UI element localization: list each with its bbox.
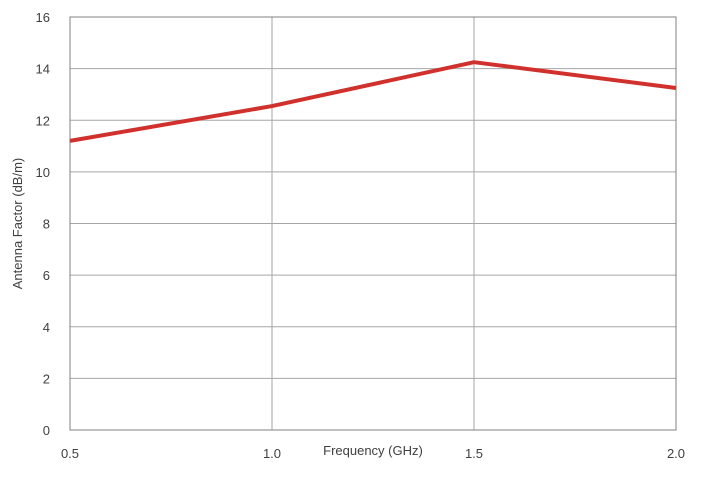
series-layer (70, 62, 676, 141)
x-tick-label: 1.0 (263, 446, 281, 461)
y-axis-tick-labels: 0 2 4 6 8 10 12 14 16 (36, 10, 50, 438)
series-line (70, 62, 676, 141)
x-tick-label: 0.5 (61, 446, 79, 461)
x-tick-label: 2.0 (667, 446, 685, 461)
y-tick-label: 4 (43, 320, 50, 335)
y-tick-label: 12 (36, 113, 50, 128)
y-tick-label: 8 (43, 217, 50, 232)
grid-lines (70, 17, 676, 430)
y-axis-title: Antenna Factor (dB/m) (10, 158, 25, 290)
x-axis-title: Frequency (GHz) (323, 443, 423, 458)
y-tick-label: 2 (43, 371, 50, 386)
series-group (70, 62, 676, 141)
y-tick-label: 6 (43, 268, 50, 283)
y-tick-label: 10 (36, 165, 50, 180)
y-tick-label: 14 (36, 62, 50, 77)
y-tick-label: 16 (36, 10, 50, 25)
x-tick-label: 1.5 (465, 446, 483, 461)
y-tick-label: 0 (43, 423, 50, 438)
